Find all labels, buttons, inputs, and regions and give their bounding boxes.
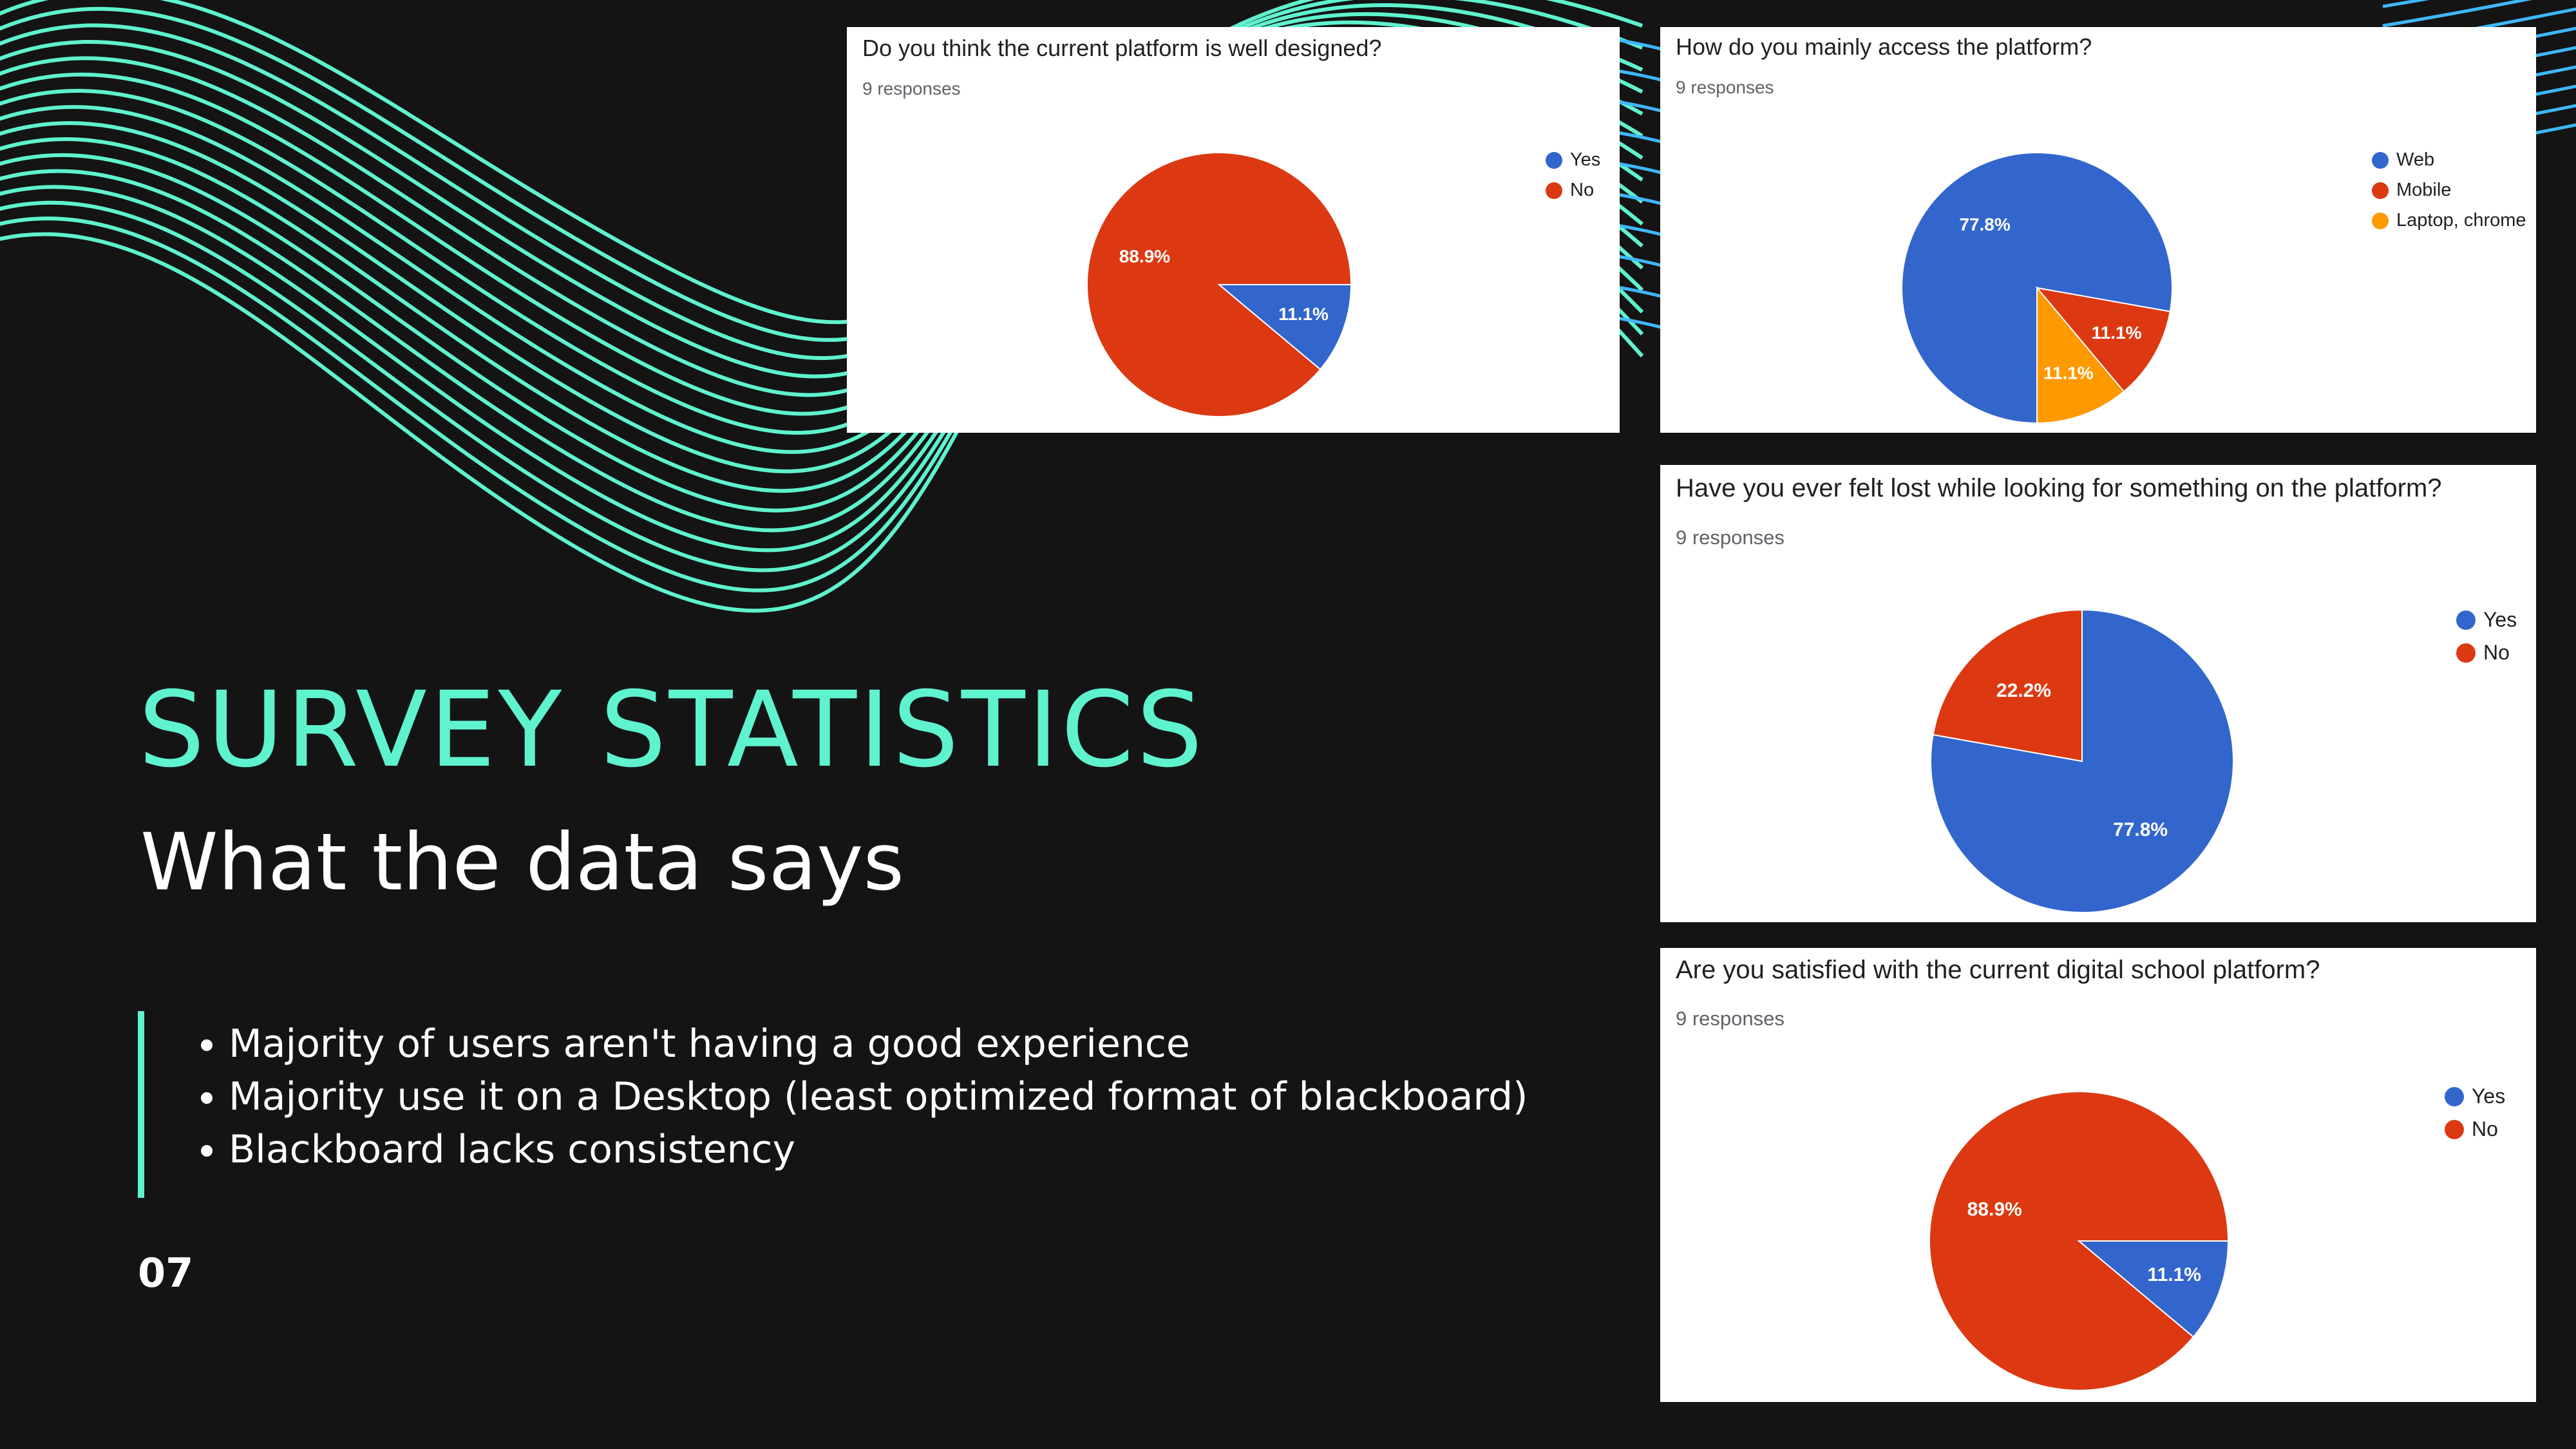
chart-question-title: Have you ever felt lost while looking fo… bbox=[1676, 474, 2442, 502]
chart-question-title: Do you think the current platform is wel… bbox=[862, 35, 1382, 61]
legend-swatch bbox=[2456, 610, 2476, 630]
pie-well-designed: 11.1% 88.9% bbox=[1086, 152, 1352, 417]
chart-legend: Yes No bbox=[2445, 1084, 2505, 1150]
legend-label: Mobile bbox=[2396, 180, 2452, 200]
pie-slice-yes bbox=[2077, 1240, 2230, 1338]
legend-label: Yes bbox=[2483, 608, 2517, 631]
legend-item: No bbox=[1546, 180, 1600, 201]
bullet-item: Majority of users aren't having a good e… bbox=[229, 1018, 1528, 1070]
pie-data-label: 11.1% bbox=[1278, 304, 1329, 324]
legend-label: Yes bbox=[1570, 149, 1601, 170]
legend-item: Yes bbox=[2445, 1084, 2505, 1108]
pie-felt-lost: 77.8% 22.2% bbox=[1930, 609, 2234, 913]
legend-label: No bbox=[2472, 1117, 2498, 1141]
legend-swatch bbox=[2456, 643, 2476, 663]
chart-response-count: 9 responses bbox=[862, 79, 961, 99]
pie-data-label: 11.1% bbox=[2148, 1264, 2201, 1285]
legend-swatch bbox=[2445, 1086, 2464, 1106]
legend-item: Web bbox=[2372, 149, 2526, 171]
chart-card-satisfied: Are you satisfied with the current digit… bbox=[1660, 948, 2536, 1402]
legend-swatch bbox=[2372, 212, 2389, 229]
chart-response-count: 9 responses bbox=[1676, 526, 1785, 549]
pie-data-label: 77.8% bbox=[1959, 214, 2010, 234]
pie-slice-laptop-chrome bbox=[2036, 286, 2125, 424]
legend-item: Yes bbox=[2456, 608, 2517, 632]
legend-label: Web bbox=[2396, 149, 2435, 170]
pie-data-label: 88.9% bbox=[1119, 246, 1170, 266]
pie-slice-no bbox=[1929, 1091, 2230, 1391]
legend-item: Yes bbox=[1546, 149, 1600, 171]
bullet-accent-bar bbox=[138, 1011, 144, 1198]
pie-data-label: 77.8% bbox=[2113, 819, 2168, 840]
pie-data-label: 11.1% bbox=[2043, 363, 2094, 383]
bullet-list: Majority of users aren't having a good e… bbox=[193, 1018, 1528, 1176]
pie-data-label: 11.1% bbox=[2092, 323, 2142, 343]
pie-slice-mobile bbox=[2035, 287, 2171, 393]
page-number: 07 bbox=[138, 1249, 194, 1296]
chart-question-title: Are you satisfied with the current digit… bbox=[1676, 956, 2320, 984]
chart-legend: Yes No bbox=[2456, 608, 2517, 674]
legend-swatch bbox=[2372, 151, 2389, 169]
chart-legend: Web Mobile Laptop, chrome bbox=[2372, 149, 2526, 240]
legend-label: No bbox=[1570, 180, 1595, 200]
pie-slice-no bbox=[1086, 152, 1352, 417]
chart-card-well-designed: Do you think the current platform is wel… bbox=[847, 27, 1620, 433]
bullet-item: Blackboard lacks consistency bbox=[229, 1123, 1528, 1176]
chart-question-title: How do you mainly access the platform? bbox=[1676, 33, 2092, 60]
chart-card-felt-lost: Have you ever felt lost while looking fo… bbox=[1660, 465, 2536, 922]
legend-label: No bbox=[2483, 641, 2510, 664]
chart-legend: Yes No bbox=[1546, 149, 1600, 210]
legend-swatch bbox=[1546, 182, 1562, 199]
legend-item: No bbox=[2456, 641, 2517, 665]
pie-data-label: 88.9% bbox=[1967, 1198, 2022, 1220]
page-subtitle: What the data says bbox=[140, 817, 904, 908]
pie-satisfied: 11.1% 88.9% bbox=[1929, 1091, 2230, 1391]
legend-label: Yes bbox=[2472, 1084, 2506, 1108]
chart-response-count: 9 responses bbox=[1676, 1007, 1785, 1030]
page-title: SURVEY STATISTICS bbox=[138, 670, 1206, 791]
wave-line bbox=[0, 0, 1643, 342]
legend-swatch bbox=[2372, 182, 2389, 199]
legend-swatch bbox=[2445, 1119, 2464, 1139]
pie-slice-no bbox=[1932, 609, 2083, 762]
legend-swatch bbox=[1546, 151, 1562, 169]
wave-line bbox=[0, 0, 1643, 325]
chart-response-count: 9 responses bbox=[1676, 77, 1774, 97]
pie-access-method: 77.8% 11.1% 11.1% bbox=[1901, 152, 2173, 424]
legend-item: No bbox=[2445, 1117, 2505, 1141]
pie-slice-yes bbox=[1217, 284, 1352, 371]
pie-slice-web bbox=[1901, 152, 2173, 424]
chart-card-access-method: How do you mainly access the platform? 9 … bbox=[1660, 27, 2536, 433]
bullet-item: Majority use it on a Desktop (least opti… bbox=[229, 1070, 1528, 1123]
legend-label: Laptop, chrome bbox=[2396, 210, 2526, 231]
legend-item: Mobile bbox=[2372, 180, 2526, 201]
pie-data-label: 22.2% bbox=[1996, 680, 2051, 701]
legend-item: Laptop, chrome bbox=[2372, 210, 2526, 231]
